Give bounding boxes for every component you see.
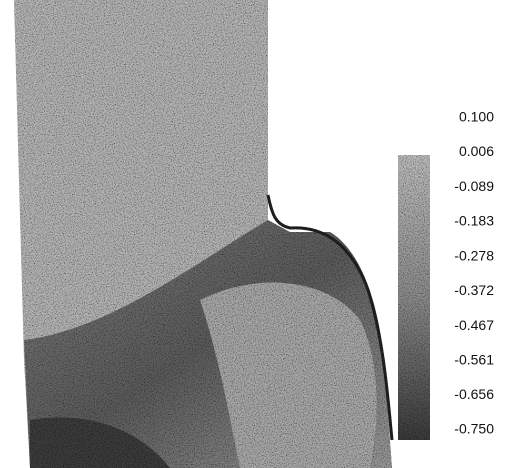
colorbar-tick-label: -0.561 <box>454 351 494 367</box>
colorbar-tick-label: -0.183 <box>454 213 494 229</box>
colorbar-tick-label: -0.656 <box>454 386 494 402</box>
colorbar <box>398 155 430 440</box>
colorbar-tick-label: -0.750 <box>454 421 494 437</box>
colorbar-tick-label: -0.372 <box>454 282 494 298</box>
colorbar-tick-label: -0.089 <box>454 178 494 194</box>
colorbar-tick-label: -0.467 <box>454 317 494 333</box>
contour-plot: 0.100 0.006 -0.089 -0.183 -0.278 -0.372 -0.467… <box>0 0 508 468</box>
colorbar-tick-label: 0.006 <box>459 143 494 159</box>
field <box>14 0 430 468</box>
colorbar-tick-label: 0.100 <box>459 109 494 125</box>
colorbar-tick-label: -0.278 <box>454 247 494 263</box>
